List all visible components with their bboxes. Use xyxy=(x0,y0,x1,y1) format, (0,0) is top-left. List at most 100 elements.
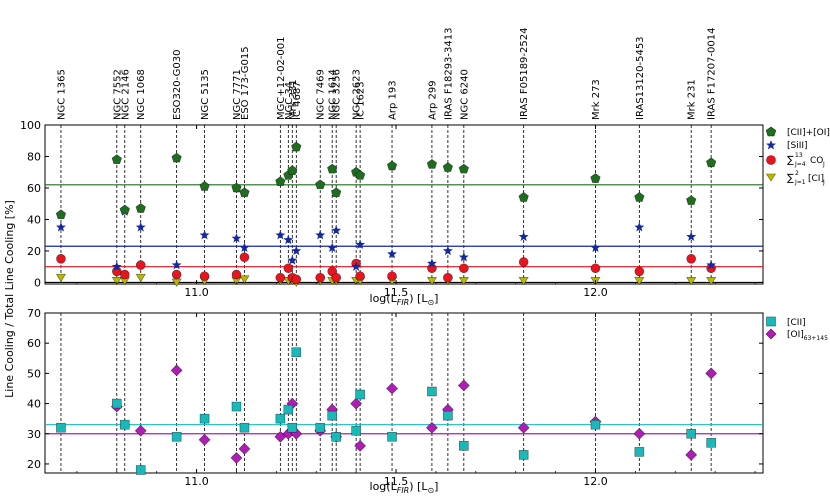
data-point xyxy=(135,222,146,232)
legend-triangle-marker xyxy=(765,173,777,182)
galaxy-label: Mrk 331 xyxy=(288,79,299,120)
data-point xyxy=(459,441,469,451)
data-point xyxy=(387,248,397,259)
data-point xyxy=(443,272,453,283)
data-point xyxy=(119,419,130,430)
y-tick-label: 30 xyxy=(27,428,41,441)
bottom-y-axis: 20 30 40 50 60 70 xyxy=(27,307,763,471)
data-point xyxy=(239,275,250,284)
y-tick-label: 40 xyxy=(27,398,41,411)
x-tick-label: 12.0 xyxy=(583,286,608,299)
data-point xyxy=(355,239,366,249)
data-point xyxy=(275,272,286,283)
data-point xyxy=(518,257,529,267)
data-point xyxy=(442,162,453,172)
data-point xyxy=(119,204,130,215)
data-point xyxy=(457,379,470,392)
data-point xyxy=(425,421,438,434)
data-point xyxy=(171,269,182,280)
data-point xyxy=(135,260,146,270)
galaxy-label: Mrk 231 xyxy=(687,79,698,120)
data-point xyxy=(634,192,645,202)
galaxy-label: NGC 3256 xyxy=(332,69,343,120)
data-point xyxy=(239,422,250,433)
data-point xyxy=(315,272,326,283)
data-point xyxy=(387,431,397,442)
legend-sum-symbol-2: ∑ xyxy=(787,173,794,184)
data-point xyxy=(199,181,210,191)
data-point xyxy=(634,266,645,277)
galaxy-label: MGC+12-02-001 xyxy=(276,37,287,121)
data-point xyxy=(291,245,302,256)
data-point xyxy=(291,274,302,285)
data-point xyxy=(315,422,326,433)
data-point xyxy=(238,442,251,455)
y-tick-label: 60 xyxy=(27,337,41,350)
data-point xyxy=(55,273,66,283)
data-point xyxy=(111,261,122,271)
data-point xyxy=(111,277,122,286)
data-point xyxy=(426,158,438,169)
data-point xyxy=(331,431,341,442)
data-point xyxy=(458,252,469,262)
data-point xyxy=(199,229,210,240)
y-tick-label: 40 xyxy=(27,213,41,226)
bottom-plot-frame xyxy=(44,312,764,474)
data-point xyxy=(518,231,529,241)
data-point xyxy=(633,427,646,440)
legend-label-co: CO xyxy=(810,156,823,166)
bottom-marks xyxy=(56,347,718,475)
data-point xyxy=(239,187,250,198)
legend-item-ci: ∑ 2 J=1 [CI] J xyxy=(765,170,825,186)
legend-diamond-marker xyxy=(765,328,777,340)
data-point xyxy=(458,163,469,174)
x-tick-label: 11.0 xyxy=(184,286,209,299)
legend-ci-lower: J=1 xyxy=(794,179,806,186)
data-point xyxy=(283,263,294,274)
data-point xyxy=(590,419,601,430)
data-point xyxy=(231,182,242,193)
data-point xyxy=(291,347,302,358)
legend-ci-upper: 2 xyxy=(795,170,799,177)
galaxy-label: NGC 5135 xyxy=(200,69,211,120)
galaxy-label: ESO 173-G015 xyxy=(240,46,251,120)
data-point xyxy=(231,233,242,243)
y-axis-label: Line Cooling / Total Line Cooling [%] xyxy=(3,200,16,398)
data-point xyxy=(518,277,529,286)
data-point xyxy=(590,263,601,274)
legend-square-marker xyxy=(766,316,776,327)
data-point xyxy=(170,364,183,377)
y-tick-label: 0 xyxy=(34,276,41,289)
legend-label-ci: [CI] xyxy=(808,174,824,184)
data-point xyxy=(135,273,146,283)
data-point xyxy=(134,424,147,437)
data-point xyxy=(634,277,645,286)
data-point xyxy=(275,413,286,424)
top-marks xyxy=(55,141,717,288)
data-point xyxy=(705,367,718,380)
data-point xyxy=(351,261,362,271)
top-x-axis: 11.0 11.5 12.0 xyxy=(76,125,756,299)
data-point xyxy=(239,242,250,252)
data-point xyxy=(287,422,298,433)
data-point xyxy=(387,271,397,281)
data-point xyxy=(634,222,645,232)
legend-label-cii: [CII] xyxy=(787,318,806,328)
data-point xyxy=(427,386,437,397)
y-tick-label: 20 xyxy=(27,245,41,258)
top-legend: [CII]+[OI] [SiII] ∑ 13 J=4 CO J ∑ 2 J=1 … xyxy=(765,126,830,186)
data-point xyxy=(315,179,326,190)
data-point xyxy=(112,398,122,409)
data-point xyxy=(442,245,453,256)
data-point xyxy=(199,271,210,281)
y-tick-label: 60 xyxy=(27,182,41,195)
data-point xyxy=(459,263,469,274)
data-point xyxy=(199,413,210,424)
data-point xyxy=(56,254,66,264)
x-tick-label: 11.0 xyxy=(184,475,209,488)
legend-item-cii: [CII] xyxy=(766,316,806,328)
data-point xyxy=(517,421,530,434)
data-point xyxy=(283,404,294,415)
data-point xyxy=(287,255,298,265)
